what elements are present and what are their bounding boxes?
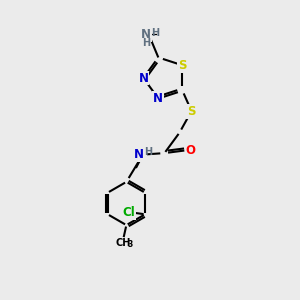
Text: 3: 3 [127, 240, 133, 249]
Text: H: H [151, 28, 159, 38]
Text: N: N [141, 28, 151, 41]
Text: S: S [178, 59, 187, 72]
Text: N: N [153, 92, 163, 105]
Text: CH: CH [116, 238, 131, 248]
Text: Cl: Cl [122, 206, 135, 219]
Text: S: S [187, 105, 196, 118]
Text: H: H [142, 38, 150, 48]
Text: N: N [138, 71, 148, 85]
Text: O: O [186, 144, 196, 157]
Text: N: N [134, 148, 144, 161]
Text: H: H [144, 147, 152, 157]
